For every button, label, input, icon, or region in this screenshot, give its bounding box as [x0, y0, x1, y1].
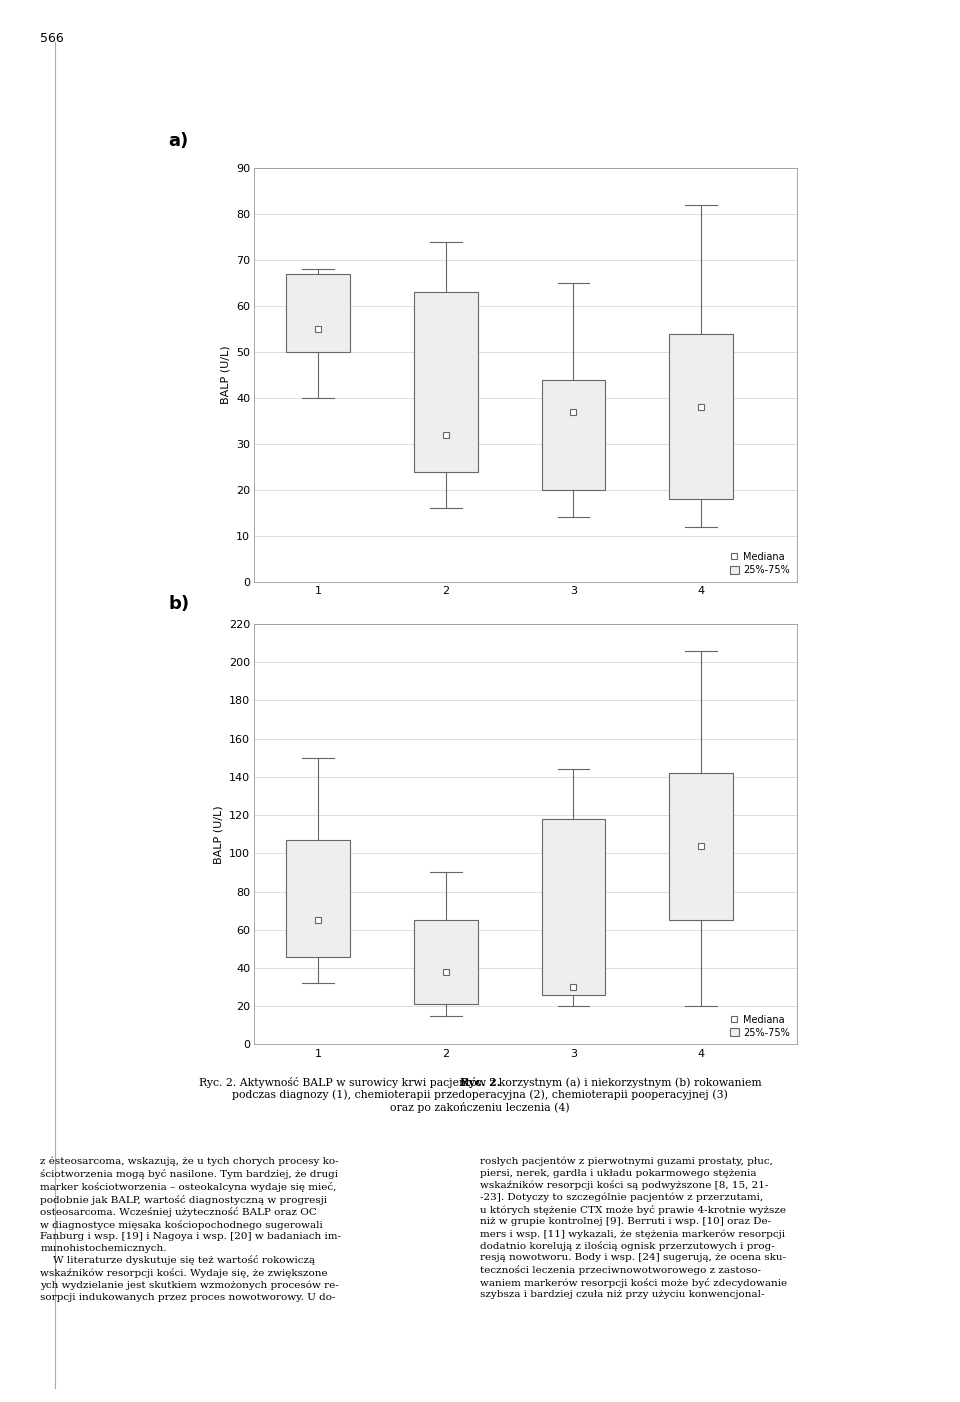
Text: Ryc. 2.: Ryc. 2.	[460, 1077, 500, 1088]
Legend: Mediana, 25%-75%: Mediana, 25%-75%	[728, 550, 792, 578]
Text: 566: 566	[40, 32, 64, 45]
Bar	[541, 380, 606, 489]
Bar	[669, 773, 733, 920]
Bar	[414, 293, 478, 471]
Text: Ryc. 2. Aktywność BALP w surowicy krwi pacjentów z korzystnym (a) i niekorzystny: Ryc. 2. Aktywność BALP w surowicy krwi p…	[199, 1077, 761, 1113]
Text: b): b)	[168, 594, 189, 613]
Legend: Mediana, 25%-75%: Mediana, 25%-75%	[728, 1012, 792, 1040]
Text: z ésteosarcoma, wskazują, że u tych chorych procesy ko-
ściotworzenia mogą być n: z ésteosarcoma, wskazują, że u tych chor…	[40, 1157, 342, 1301]
Bar	[541, 819, 606, 995]
Text: a): a)	[168, 132, 188, 150]
Y-axis label: BALP (U/L): BALP (U/L)	[213, 805, 224, 864]
Bar	[286, 273, 350, 352]
Bar	[669, 334, 733, 499]
Text: rosłych pacjentów z pierwotnymi guzami prostaty, płuc,
piersi, nerek, gardła i u: rosłych pacjentów z pierwotnymi guzami p…	[480, 1157, 787, 1300]
Bar	[286, 840, 350, 956]
Bar	[414, 920, 478, 1004]
Y-axis label: BALP (U/L): BALP (U/L)	[221, 346, 230, 404]
